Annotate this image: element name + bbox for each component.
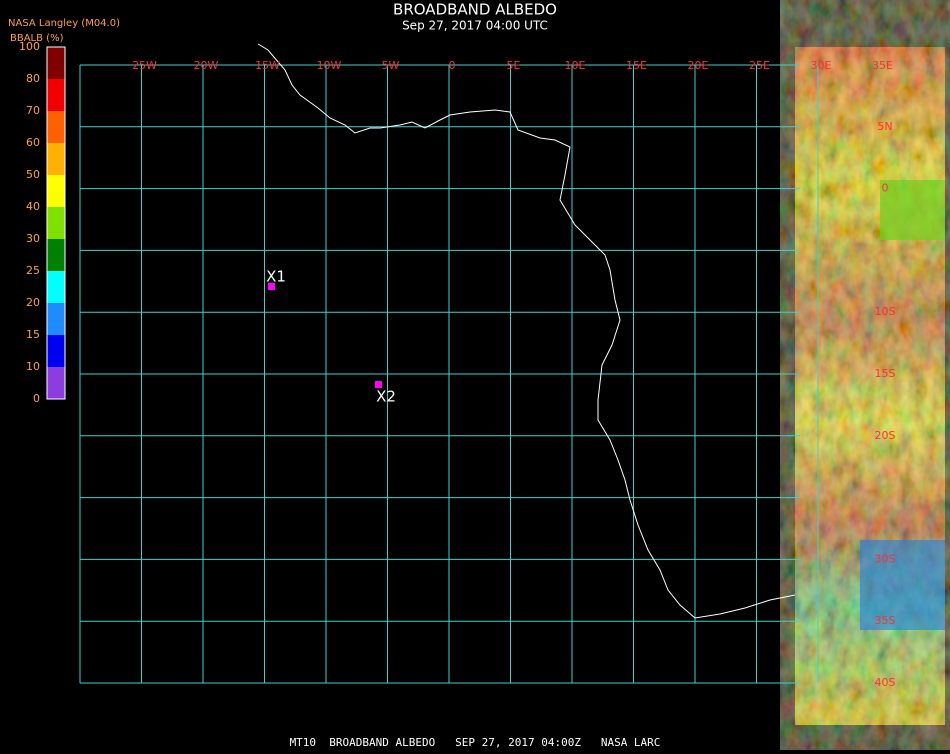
colorbar-tick-label: 70 [26,104,40,117]
lat-label: 10S [875,305,896,318]
lon-label: 25E [749,59,770,72]
colorbar-tick-label: 20 [26,296,40,309]
lat-label: 5N [877,120,892,133]
colorbar-segment [47,111,65,143]
colorbar-segment [47,367,65,399]
marker-label: X2 [376,388,396,406]
lon-label: 15W [255,59,280,72]
graticule [79,64,819,684]
lon-label: 15E [626,59,647,72]
lat-label: 30S [875,552,896,565]
marker-x1: X1 [266,268,286,290]
marker-x2: X2 [375,381,396,406]
lon-label: 30E [811,59,832,72]
colorbar: 0 10 15 20 25 30 40 50 60 70 80 100 [19,40,66,405]
colorbar-frame [46,46,66,400]
lat-label: 20S [875,429,896,442]
lon-label: 5E [507,59,521,72]
colorbar-tick-label: 0 [33,392,40,405]
lon-label: 20E [688,59,709,72]
lat-label: 0 [882,182,889,195]
colorbar-tick-label: 10 [26,360,40,373]
source: NASA Langley (M04.0) [8,18,120,29]
colorbar-segment [47,239,65,271]
lon-label: 20W [194,59,219,72]
colorbar-tick-label: 15 [26,328,40,341]
colorbar-segment [47,79,65,111]
colorbar-tick-label: 25 [26,264,40,277]
colorbar-segment [47,335,65,367]
colorbar-tick-label: 100 [19,40,40,53]
colorbar-tick-label: 50 [26,168,40,181]
marker-label: X1 [266,268,286,286]
lon-label: 25W [132,59,157,72]
colorbar-tick-label: 30 [26,232,40,245]
footer: MT10 BROADBAND ALBEDO SEP 27, 2017 04:00… [290,736,661,749]
lon-label: 5W [382,59,400,72]
colorbar-tick-label: 60 [26,136,40,149]
colorbar-segment [47,207,65,239]
legend-title: BBALB (%) [10,33,64,44]
satellite-strip [795,47,945,725]
colorbar-segment [47,175,65,207]
title: BROADBAND ALBEDO [393,1,557,19]
lat-label: 15S [875,367,896,380]
colorbar-segment [47,143,65,175]
colorbar-tick-label: 40 [26,200,40,213]
lon-label: 10E [565,59,586,72]
lat-label: 35S [875,614,896,627]
lon-label: 35E [872,59,893,72]
colorbar-segment [47,271,65,303]
coastline [257,43,796,619]
colorbar-segment [47,303,65,335]
colorbar-segment [47,47,65,79]
subtitle: Sep 27, 2017 04:00 UTC [402,19,548,33]
lon-label: 0 [449,59,456,72]
lat-label: 40S [875,676,896,689]
lon-label: 10W [317,59,342,72]
colorbar-tick-label: 80 [26,72,40,85]
